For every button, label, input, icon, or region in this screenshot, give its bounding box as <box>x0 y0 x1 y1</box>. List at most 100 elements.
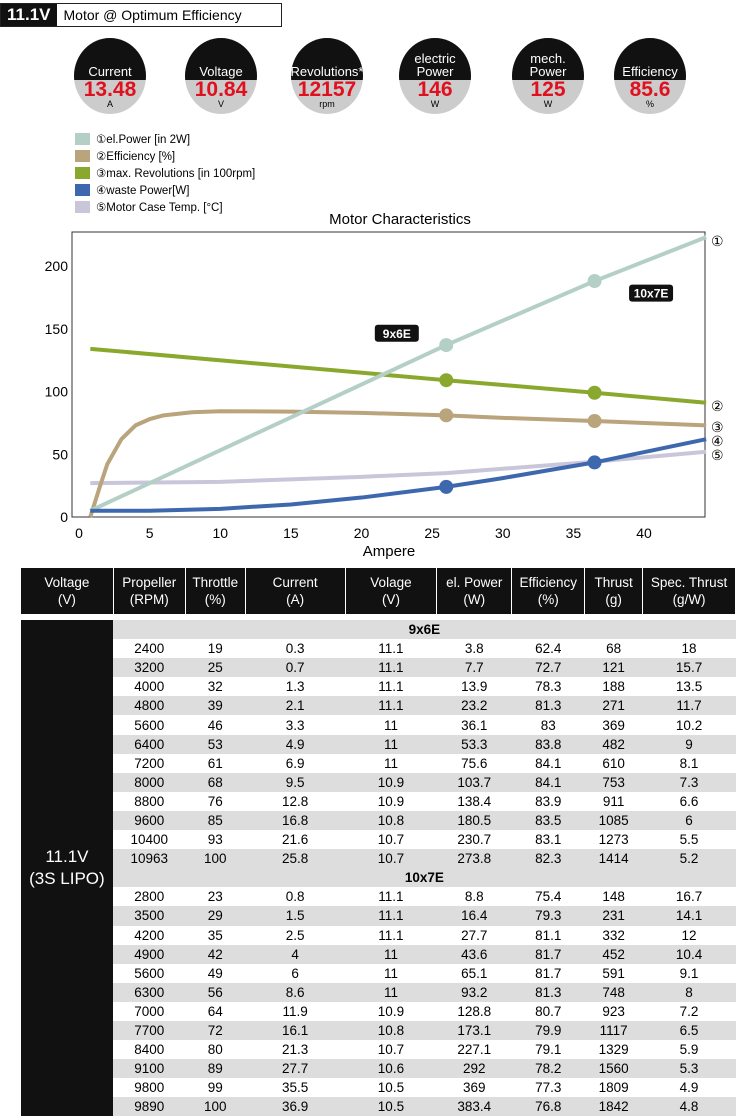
table-row: 7200 61 6.9 11 75.6 84.1 610 8.1 <box>21 754 736 773</box>
table-cell: 9 <box>642 734 736 754</box>
table-cell: 1414 <box>584 849 643 869</box>
table-cell: 36.9 <box>245 1097 346 1116</box>
table-cell: 80 <box>207 1042 223 1058</box>
x-tick-label: 35 <box>566 525 582 541</box>
table-cell: 76 <box>207 793 223 809</box>
chart-title: Motor Characteristics <box>329 211 471 228</box>
table-cell: 89 <box>185 1059 246 1079</box>
table-cell: 11.7 <box>642 696 736 716</box>
table-cell: 292 <box>436 1059 512 1079</box>
table-cell: 46 <box>207 717 223 733</box>
table-cell: 10.4 <box>642 944 736 964</box>
table-cell: 6.5 <box>642 1020 736 1041</box>
table-cell: 10.2 <box>675 717 703 733</box>
table-cell: 11.1 <box>345 658 437 678</box>
gauge-value: 125 <box>530 78 566 101</box>
table-row: 9800 99 35.5 10.5 369 77.3 1809 4.9 <box>21 1078 736 1097</box>
table-cell: 9.1 <box>679 965 699 981</box>
table-cell: 16.8 <box>245 810 346 831</box>
page-title: Motor @ Optimum Efficiency <box>63 7 242 23</box>
annotation-box <box>374 324 419 342</box>
table-cell: 83.8 <box>511 734 585 754</box>
table-cell: 11 <box>383 717 398 733</box>
table-cell: 81.7 <box>535 965 562 981</box>
table-cell: 271 <box>584 696 643 716</box>
table-cell: 23 <box>207 889 223 905</box>
series-end-label: ③ <box>711 419 724 435</box>
table-row: 9100 89 27.7 10.6 292 78.2 1560 5.3 <box>21 1059 736 1079</box>
table-cell: 7000 <box>134 1003 165 1019</box>
table-cell: 53 <box>185 734 246 754</box>
column-header: Current (A) <box>244 567 346 615</box>
table-cell: 36.1 <box>461 717 488 733</box>
legend-swatch <box>75 132 90 145</box>
table-cell: 80.7 <box>535 1003 562 1019</box>
table-cell: 10.7 <box>377 832 405 848</box>
table-cell: 6 <box>642 810 736 831</box>
table-cell: 72.7 <box>511 658 585 678</box>
series-marker <box>439 408 454 423</box>
x-tick-label: 0 <box>75 525 83 541</box>
table-cell: 62.4 <box>535 641 562 657</box>
table-cell: 7.2 <box>679 1003 699 1019</box>
column-header: Voltage (V) <box>20 567 114 615</box>
table-cell: 85 <box>185 810 246 831</box>
table-cell: 13.9 <box>461 679 488 695</box>
table-cell: 482 <box>584 734 643 754</box>
table-cell: 4000 <box>134 679 165 695</box>
table-cell: 8.1 <box>679 755 699 771</box>
table-cell: 10.8 <box>345 1020 437 1041</box>
table-cell: 4900 <box>113 944 186 964</box>
gauge-value: 12157 <box>297 78 357 101</box>
table-cell: 0.8 <box>285 889 305 905</box>
table-cell: 911 <box>602 793 625 809</box>
table-cell: 61 <box>207 755 223 771</box>
table-cell: 138.4 <box>457 793 492 809</box>
table-cell: 8000 <box>113 772 186 792</box>
table-row: 4200 35 2.5 11.1 27.7 81.1 332 12 <box>21 926 736 945</box>
table-cell: 42 <box>185 944 246 964</box>
table-cell: 5.2 <box>642 849 736 869</box>
table-cell: 6 <box>291 965 299 981</box>
gauge-0: Current 13.48 A <box>74 38 146 114</box>
table-cell: 93.2 <box>436 982 512 1002</box>
table-row: 6400 53 4.9 11 53.3 83.8 482 9 <box>21 734 736 754</box>
table-cell: 13.5 <box>675 679 703 695</box>
table-cell: 6.6 <box>679 793 699 809</box>
table-cell: 68 <box>185 772 246 792</box>
table-cell: 72 <box>185 1020 246 1041</box>
table-cell: 1085 <box>584 810 643 831</box>
table-cell: 78.3 <box>535 679 562 695</box>
table-cell: 4.9 <box>245 734 346 754</box>
table-cell: 16.4 <box>436 906 512 926</box>
series-end-label: ① <box>711 233 724 249</box>
legend-item: ①el.Power [in 2W] <box>75 130 255 147</box>
series-marker <box>439 479 454 494</box>
table-cell: 93 <box>207 832 223 848</box>
table-cell: 273.8 <box>436 849 512 869</box>
table-cell: 2400 <box>134 641 165 657</box>
table-row: 3500 29 1.5 11.1 16.4 79.3 231 14.1 <box>21 906 736 926</box>
page-header: 11.1V Motor @ Optimum Efficiency <box>0 3 282 27</box>
column-header: Throttle (%) <box>184 567 246 615</box>
x-tick-label: 15 <box>283 525 299 541</box>
series-end-label: ② <box>711 398 724 414</box>
series-marker <box>439 338 454 353</box>
table-cell: 5.9 <box>679 1042 699 1058</box>
table-cell: 2.1 <box>245 696 346 716</box>
table-cell: 5.3 <box>642 1059 736 1079</box>
table-cell: 11.1 <box>345 906 437 926</box>
table-cell: 369 <box>602 717 625 733</box>
table-cell: 0.7 <box>245 658 346 678</box>
gauge-1: Voltage 10.84 V <box>185 38 257 114</box>
group-row: 10x7E <box>21 868 736 888</box>
table-cell: 10.6 <box>345 1059 437 1079</box>
table-cell: 25.8 <box>245 849 346 869</box>
y-tick-label: 0 <box>60 509 68 525</box>
x-axis-label: Ampere <box>363 543 416 560</box>
table-cell: 753 <box>584 772 643 792</box>
table-cell: 148 <box>602 889 625 905</box>
gauge-4: mech. Power 125 W <box>512 38 584 114</box>
y-tick-label: 150 <box>45 321 69 337</box>
table-cell: 4 <box>245 944 346 964</box>
